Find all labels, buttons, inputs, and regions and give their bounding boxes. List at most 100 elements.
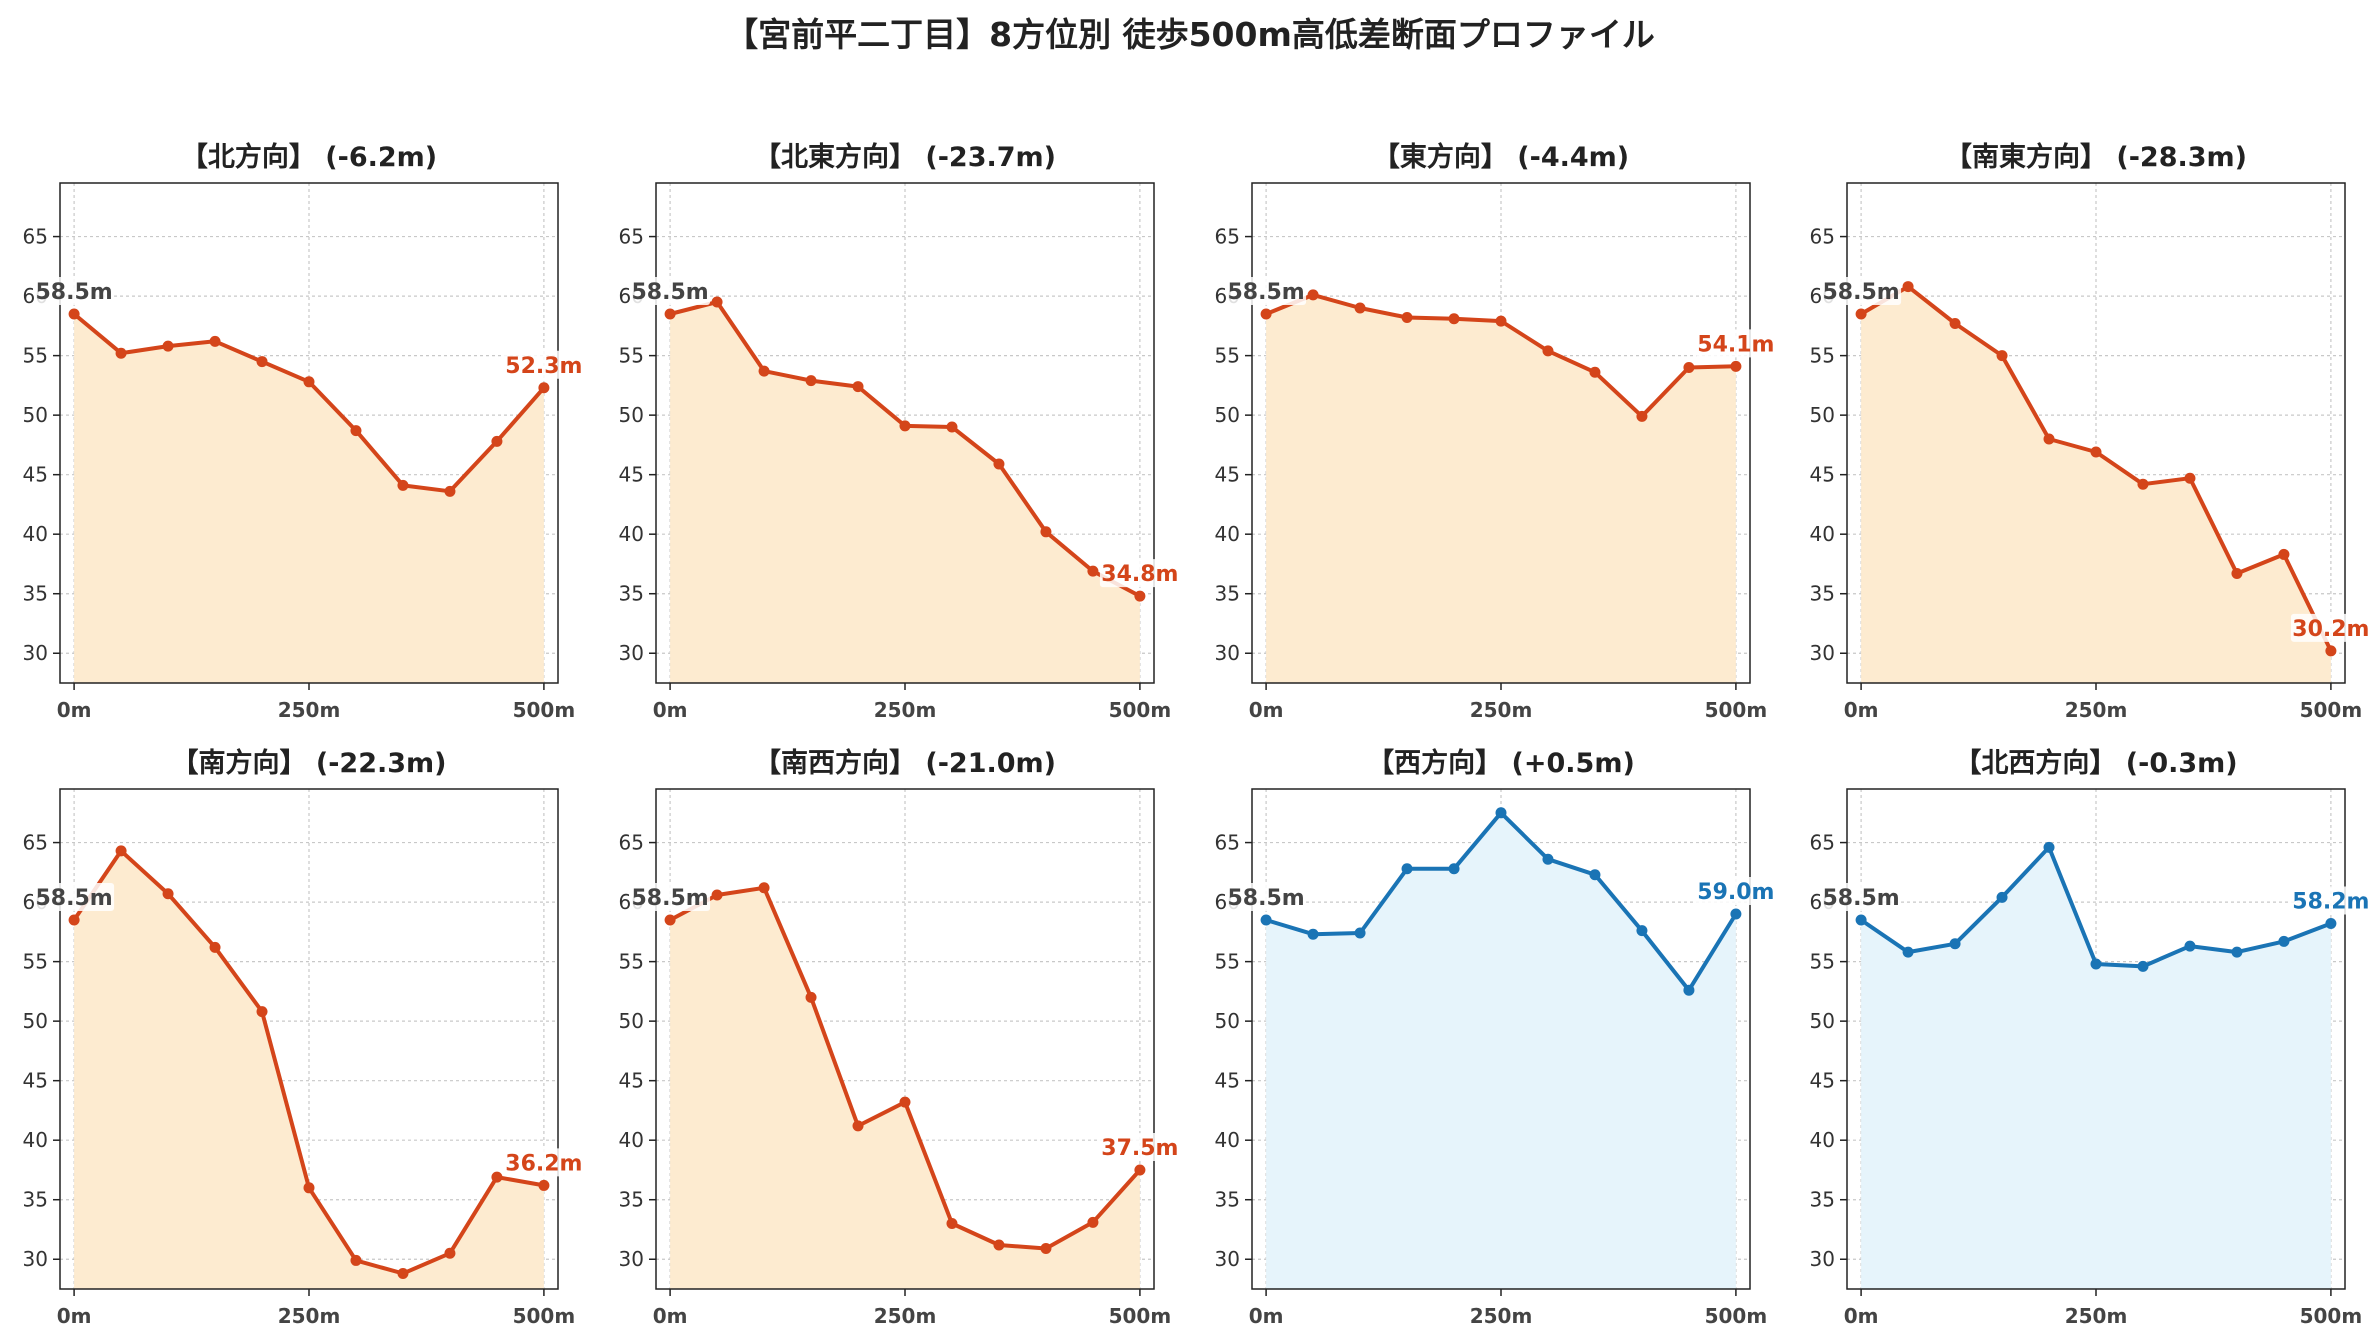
data-point [852, 1120, 864, 1132]
data-point [162, 888, 174, 900]
panel-title: 【南東方向】 (-28.3m) [1945, 141, 2247, 173]
data-point [1040, 526, 1052, 538]
figure-title: 【宮前平二丁目】8方位別 徒歩500m高低差断面プロファイル [725, 15, 1655, 54]
area-fill [1861, 286, 2331, 683]
y-tick-label: 55 [1810, 950, 1835, 974]
end-label-box [503, 350, 584, 379]
data-point [2137, 478, 2149, 490]
start-label-box [34, 276, 115, 305]
y-tick-label: 45 [23, 463, 48, 487]
x-tick-label: 250m [874, 698, 937, 722]
data-point [1902, 281, 1914, 293]
y-tick-label: 55 [1215, 344, 1240, 368]
y-tick-label: 45 [1215, 463, 1240, 487]
data-point [303, 1182, 315, 1194]
y-tick-label: 65 [1810, 225, 1835, 249]
x-tick-label: 500m [1705, 698, 1768, 722]
area-fill [670, 887, 1140, 1289]
data-point [1996, 891, 2008, 903]
area-fill [74, 850, 544, 1289]
data-point [444, 1247, 456, 1259]
end-label: 30.2m [2292, 617, 2369, 642]
x-tick-label: 500m [513, 1304, 576, 1328]
data-point [350, 1254, 362, 1266]
x-tick-label: 0m [57, 1304, 92, 1328]
data-point [1542, 345, 1554, 357]
panel-title: 【北西方向】 (-0.3m) [1954, 747, 2237, 779]
y-tick-label: 65 [619, 831, 644, 855]
area-fill [670, 302, 1140, 683]
x-tick-label: 500m [1705, 1304, 1768, 1328]
x-tick-label: 0m [1844, 1304, 1879, 1328]
data-point [68, 308, 80, 320]
data-point [993, 458, 1005, 470]
data-point [1996, 350, 2008, 362]
start-label: 58.5m [35, 886, 112, 911]
y-tick-label: 35 [23, 582, 48, 606]
y-tick-label: 35 [1215, 1188, 1240, 1212]
data-point [1495, 807, 1507, 819]
data-point [397, 479, 409, 491]
data-point [2278, 548, 2290, 560]
data-point [1401, 863, 1413, 875]
data-point [1949, 938, 1961, 950]
data-point [711, 889, 723, 901]
data-point [115, 845, 127, 857]
end-label-box [1695, 877, 1776, 905]
y-tick-label: 40 [1215, 1128, 1240, 1152]
data-point [946, 421, 958, 433]
data-point [303, 376, 315, 388]
y-tick-label: 65 [619, 225, 644, 249]
y-tick-label: 45 [619, 1069, 644, 1093]
y-tick-label: 65 [1810, 831, 1835, 855]
y-tick-label: 40 [1810, 522, 1835, 546]
x-tick-label: 250m [278, 698, 341, 722]
data-point [1134, 1164, 1146, 1176]
data-point [1354, 302, 1366, 314]
data-point [1730, 908, 1742, 920]
start-label: 58.5m [1822, 886, 1899, 911]
end-label: 34.8m [1101, 562, 1178, 587]
end-label-box [503, 1148, 584, 1177]
data-point [711, 296, 723, 308]
data-point [1307, 289, 1319, 301]
data-point [2325, 645, 2337, 657]
subplot-7: 【西方向】 (+0.5m)30354045505560650m250m500m5… [1215, 747, 1776, 1328]
subplot-5: 【南方向】 (-22.3m)30354045505560650m250m500m… [23, 747, 584, 1328]
x-tick-label: 500m [1109, 698, 1172, 722]
x-tick-label: 500m [2300, 1304, 2363, 1328]
x-tick-label: 250m [874, 1304, 937, 1328]
data-point [2043, 841, 2055, 853]
end-label: 59.0m [1697, 880, 1774, 905]
start-label: 58.5m [35, 280, 112, 305]
y-tick-label: 50 [619, 403, 644, 427]
subplot-3: 【東方向】 (-4.4m)30354045505560650m250m500m5… [1215, 141, 1776, 722]
x-tick-label: 500m [2300, 698, 2363, 722]
data-point [538, 382, 550, 394]
end-label-box [1099, 559, 1180, 588]
start-label: 58.5m [1227, 280, 1304, 305]
data-point [2090, 958, 2102, 970]
data-point [1260, 308, 1272, 320]
data-point [2090, 446, 2102, 458]
x-tick-label: 250m [1470, 698, 1533, 722]
y-tick-label: 55 [619, 344, 644, 368]
y-tick-label: 40 [1810, 1128, 1835, 1152]
end-label-box [2290, 613, 2371, 642]
y-tick-label: 45 [1810, 463, 1835, 487]
data-point [397, 1268, 409, 1280]
area-fill [1861, 847, 2331, 1289]
start-label: 58.5m [631, 886, 708, 911]
y-tick-label: 40 [23, 522, 48, 546]
start-label-box [630, 882, 711, 911]
y-tick-label: 35 [619, 1188, 644, 1212]
data-point [1730, 360, 1742, 372]
start-label-box [1226, 276, 1307, 305]
data-point [1448, 313, 1460, 325]
data-point [805, 991, 817, 1003]
y-tick-label: 35 [23, 1188, 48, 1212]
subplot-4: 【南東方向】 (-28.3m)30354045505560650m250m500… [1810, 141, 2371, 722]
data-point [2137, 960, 2149, 972]
data-point [664, 914, 676, 926]
